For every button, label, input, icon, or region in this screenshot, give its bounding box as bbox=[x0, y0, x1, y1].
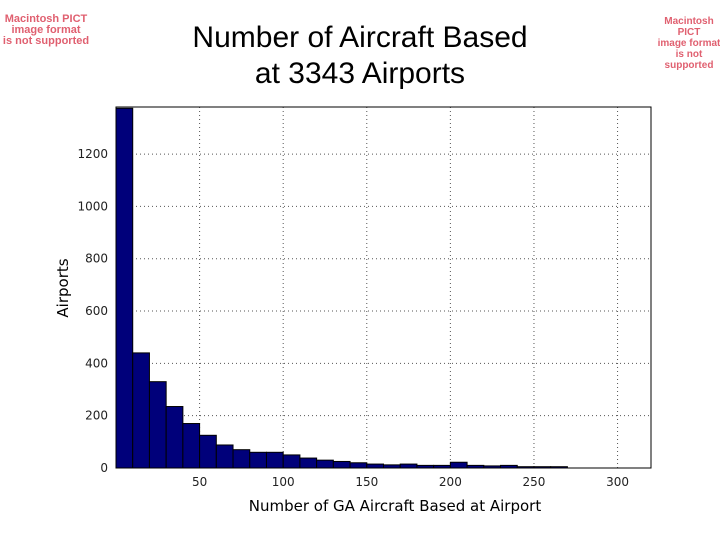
x-axis-title: Number of GA Aircraft Based at Airport bbox=[249, 497, 542, 515]
pict-unsupported-notice-left: Macintosh PICT image format is not suppo… bbox=[0, 14, 92, 47]
pict-notice-line: Macintosh PICT bbox=[664, 16, 714, 38]
x-tick-label: 100 bbox=[272, 475, 295, 489]
pict-notice-line: is not supported bbox=[664, 49, 714, 71]
x-tick-label: 50 bbox=[192, 475, 207, 489]
x-tick-label: 150 bbox=[355, 475, 378, 489]
histogram-bar bbox=[249, 451, 267, 469]
histogram-bar bbox=[282, 454, 301, 469]
pict-notice-line: is not supported bbox=[2, 35, 90, 47]
histogram-bar bbox=[366, 463, 384, 469]
x-tick-label: 300 bbox=[606, 475, 629, 489]
y-tick-label: 1000 bbox=[77, 199, 108, 213]
histogram-bar bbox=[299, 457, 318, 469]
grid-lines bbox=[116, 107, 651, 468]
histogram-bar bbox=[265, 451, 284, 469]
pict-unsupported-notice-right: Macintosh PICT image format is not suppo… bbox=[656, 16, 720, 71]
y-tick-label: 600 bbox=[85, 304, 108, 318]
histogram-bar bbox=[132, 352, 150, 469]
histogram-bar bbox=[148, 381, 167, 469]
pict-notice-line: Macintosh PICT bbox=[4, 13, 88, 25]
chart-title-line-2: at 3343 Airports bbox=[254, 57, 466, 90]
chart-title: Number of Aircraft Based at 3343 Airport… bbox=[110, 20, 610, 92]
y-tick-label: 200 bbox=[85, 409, 108, 423]
plot-frame bbox=[115, 106, 652, 469]
histogram-bar bbox=[199, 434, 217, 469]
histogram-bar bbox=[165, 406, 184, 469]
y-tick-label: 800 bbox=[85, 252, 108, 266]
histogram-bar bbox=[115, 107, 134, 469]
pict-notice-line: image format bbox=[11, 24, 81, 36]
x-tick-label: 200 bbox=[439, 475, 462, 489]
y-tick-labels: 0 200 400 600 800 1000 1200 bbox=[77, 147, 108, 475]
histogram-bar bbox=[399, 463, 418, 469]
y-axis-title: Airports bbox=[54, 258, 72, 317]
histogram-bar bbox=[316, 459, 334, 469]
histogram-bars bbox=[115, 107, 568, 469]
histogram-bar bbox=[332, 460, 351, 469]
chart-title-line-1: Number of Aircraft Based bbox=[192, 21, 528, 54]
x-tick-labels: 50 100 150 200 250 300 bbox=[192, 475, 629, 489]
histogram-bar bbox=[449, 461, 468, 469]
y-tick-label: 0 bbox=[100, 461, 108, 475]
x-tick-label: 250 bbox=[523, 475, 546, 489]
y-tick-label: 1200 bbox=[77, 147, 108, 161]
pict-notice-line: image format bbox=[657, 38, 720, 49]
y-tick-label: 400 bbox=[85, 356, 108, 370]
histogram-bar bbox=[182, 423, 201, 469]
histogram-bar bbox=[349, 462, 368, 469]
histogram-bar bbox=[232, 449, 251, 469]
histogram-bar bbox=[215, 444, 234, 469]
